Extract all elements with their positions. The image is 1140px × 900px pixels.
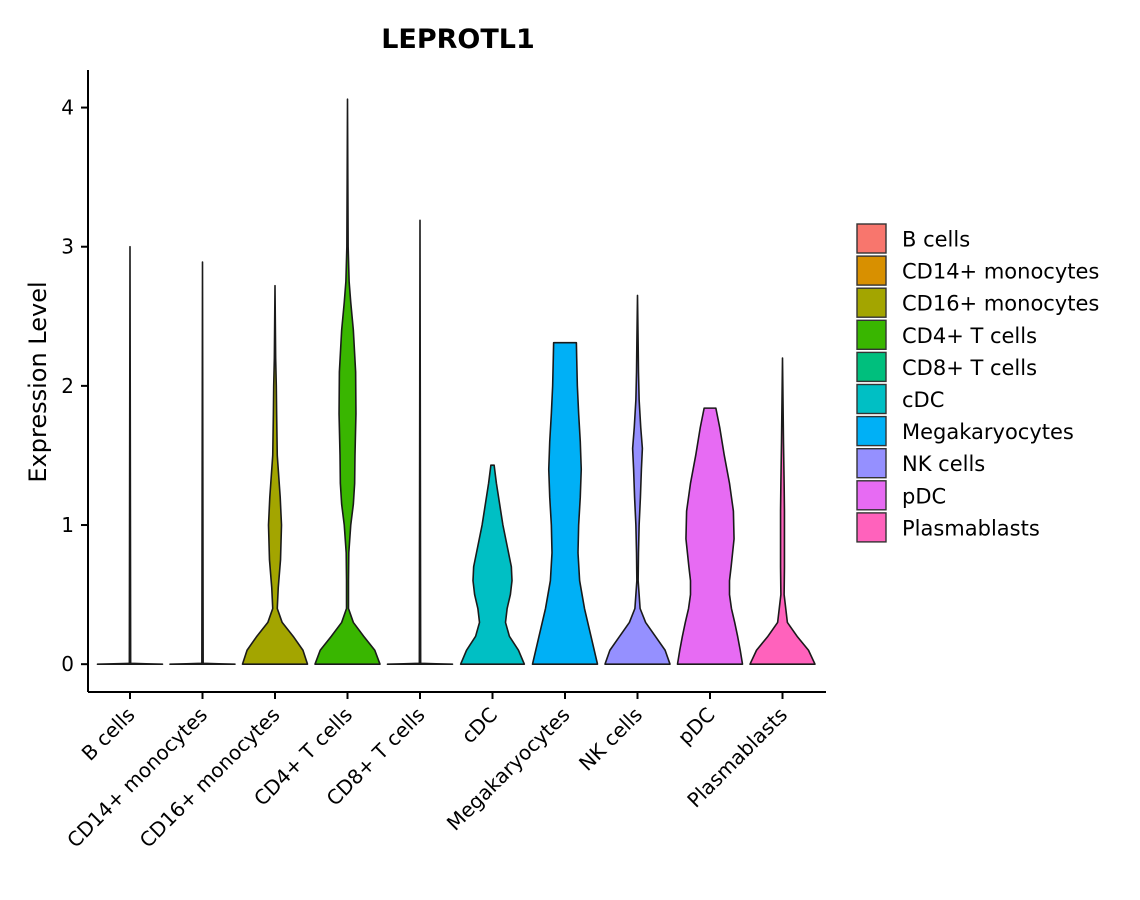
y-tick-label: 4 bbox=[61, 96, 74, 120]
legend-label-nk-cells: NK cells bbox=[902, 452, 985, 476]
legend-label-cd4plus-t-cells: CD4+ T cells bbox=[902, 324, 1037, 348]
violin-b-cells bbox=[96, 245, 164, 665]
x-tick-label-b-cells: B cells bbox=[77, 703, 140, 766]
legend-label-cd14plus-monocytes: CD14+ monocytes bbox=[902, 260, 1099, 284]
violin-group bbox=[96, 98, 816, 665]
legend-swatch-plasmablasts bbox=[856, 512, 887, 543]
legend-swatch-pdc bbox=[856, 480, 887, 511]
legend-label-plasmablasts: Plasmablasts bbox=[902, 516, 1040, 540]
violin-cd4plus-t-cells bbox=[314, 98, 381, 665]
legend-swatch-cd14plus-monocytes bbox=[856, 255, 887, 286]
legend-swatch-cd8plus-t-cells bbox=[856, 351, 887, 383]
legend-label-b-cells: B cells bbox=[902, 228, 970, 252]
violin-plasmablasts bbox=[749, 357, 816, 665]
x-tick-label-nk-cells: NK cells bbox=[574, 703, 647, 776]
legend-label-pdc: pDC bbox=[902, 484, 946, 508]
legend-label-cdc: cDC bbox=[902, 388, 944, 412]
violin-cd8plus-t-cells bbox=[386, 219, 454, 665]
violin-megakaryocytes bbox=[531, 341, 599, 665]
violin-cd14plus-monocytes bbox=[169, 261, 236, 665]
x-tick-label-cdc: cDC bbox=[457, 703, 503, 749]
legend-label-cd8plus-t-cells: CD8+ T cells bbox=[902, 356, 1037, 380]
legend-swatch-cd16plus-monocytes bbox=[856, 287, 887, 318]
legend-swatch-nk-cells bbox=[856, 448, 887, 479]
legend-swatch-b-cells bbox=[856, 223, 887, 254]
chart-title: LEPROTL1 bbox=[381, 24, 535, 55]
y-axis-title: Expression Level bbox=[24, 281, 52, 482]
violin-cdc bbox=[459, 464, 526, 665]
legend-label-megakaryocytes: Megakaryocytes bbox=[902, 420, 1074, 444]
legend: B cells CD14+ monocytes CD16+ monocytes CD4… bbox=[856, 223, 1099, 543]
legend-swatch-megakaryocytes bbox=[856, 415, 887, 447]
x-tick-label-cd16plus-monocytes: CD16+ monocytes bbox=[135, 703, 285, 853]
y-tick-label: 1 bbox=[61, 513, 74, 537]
y-tick-label: 0 bbox=[61, 652, 74, 676]
x-tick-label-pdc: pDC bbox=[673, 703, 720, 750]
x-tick-label-megakaryocytes: Megakaryocytes bbox=[442, 703, 575, 836]
violin-pdc bbox=[676, 407, 744, 665]
x-tick-label-cd14plus-monocytes: CD14+ monocytes bbox=[62, 703, 212, 853]
legend-swatch-cd4plus-t-cells bbox=[856, 319, 887, 350]
y-tick-label: 2 bbox=[61, 374, 74, 398]
legend-label-cd16plus-monocytes: CD16+ monocytes bbox=[902, 292, 1099, 316]
violin-cd16plus-monocytes bbox=[241, 284, 309, 665]
y-tick-label: 3 bbox=[61, 235, 74, 259]
violin-nk-cells bbox=[604, 294, 671, 665]
legend-swatch-cdc bbox=[856, 383, 887, 415]
